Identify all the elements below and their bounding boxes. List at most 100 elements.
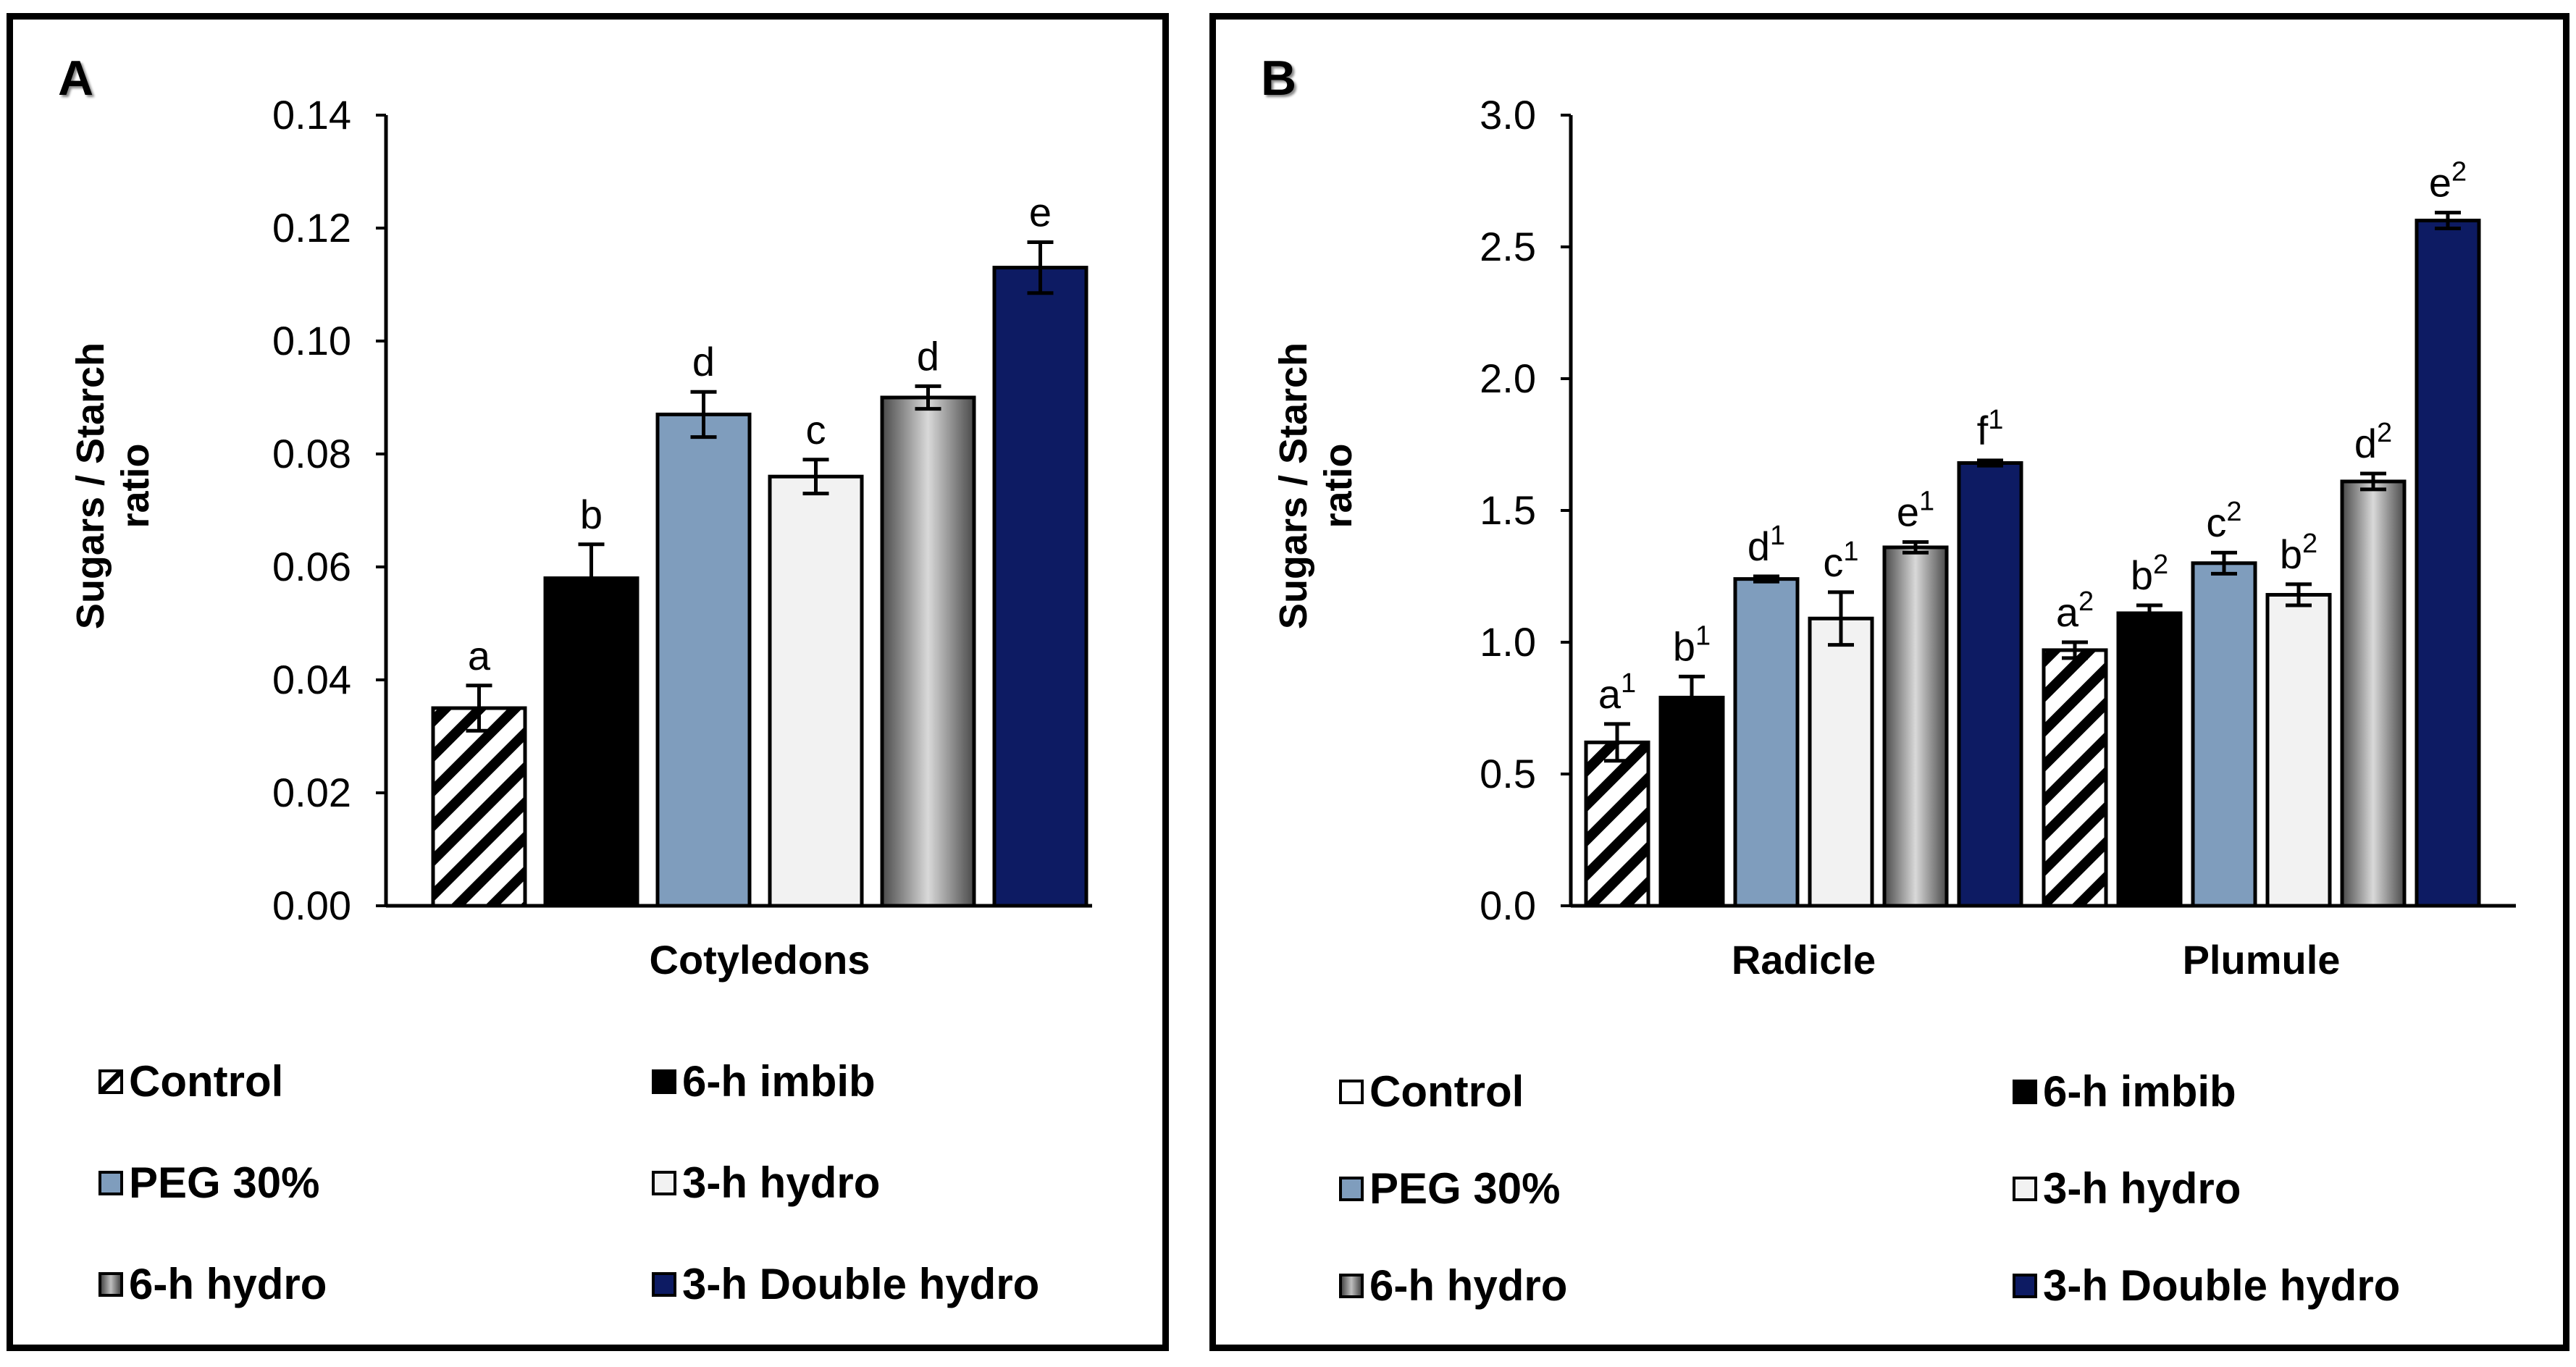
chart-panel-b: B Sugars / Starch ratio 0.0 0.5 1.0 1.5 2.0 2…: [1209, 13, 2569, 1351]
legend-label: PEG 30%: [1369, 1164, 1561, 1213]
error-bar: [690, 390, 717, 439]
legend-swatch-hydro6h: [1339, 1273, 1364, 1298]
significance-label: b2: [2131, 550, 2168, 598]
legend-label: 3-h Double hydro: [2043, 1261, 2401, 1310]
legend-swatch-peg30: [1339, 1176, 1364, 1201]
y-tick-label: 1.0: [1480, 619, 1536, 665]
bar-double3h-plumule: [2415, 219, 2481, 908]
legend-label: 3-h hydro: [682, 1158, 881, 1207]
x-category-label: Cotyledons: [650, 937, 870, 983]
y-tick-label: 3.0: [1480, 92, 1536, 138]
legend-swatch-double3h: [652, 1271, 676, 1297]
legend-swatch-double3h: [2013, 1273, 2037, 1298]
significance-label: b1: [1673, 621, 1711, 669]
y-tick-label: 0.5: [1480, 751, 1536, 796]
error-bar: [1027, 240, 1054, 295]
error-bar: [2062, 640, 2088, 660]
significance-label: b2: [2280, 529, 2317, 577]
error-bar: [1604, 722, 1630, 763]
error-bar: [578, 542, 605, 614]
bar-control-plumule: [2042, 648, 2108, 908]
y-tick-label: 0.14: [272, 92, 351, 138]
legend-swatch-imbib6h: [2013, 1079, 2037, 1104]
legend-item-hydro3h: 3-h hydro: [652, 1158, 880, 1208]
significance-label: f1: [1977, 405, 2004, 453]
y-tick-label: 0.00: [272, 883, 351, 928]
panel-letter-b: B: [1261, 51, 1297, 106]
error-bar: [2286, 582, 2312, 607]
legend-swatch-control: [98, 1069, 123, 1094]
bar-peg30-cotyledons: [655, 412, 752, 908]
legend-label: Control: [129, 1057, 284, 1106]
y-tick-label: 2.0: [1480, 356, 1536, 401]
y-tick-label: 0.10: [272, 318, 351, 363]
significance-label: a2: [2056, 586, 2094, 635]
error-bar: [2435, 211, 2461, 231]
significance-label: e1: [1897, 487, 1934, 535]
significance-label: d: [692, 339, 715, 384]
error-bar: [1977, 458, 2003, 468]
bar-peg30-plumule: [2191, 561, 2257, 908]
error-bar: [1679, 674, 1705, 721]
error-bar: [2211, 550, 2237, 576]
y-tick-label: 1.5: [1480, 487, 1536, 533]
bar-hydro6h-cotyledons: [880, 395, 976, 908]
y-tick-label: 0.0: [1480, 883, 1536, 928]
bar-peg30-radicle: [1733, 577, 1800, 908]
legend-label: 6-h imbib: [682, 1057, 876, 1106]
legend-item-hydro3h: 3-h hydro: [2013, 1164, 2241, 1214]
legend-item-hydro6h: 6-h hydro: [1339, 1261, 1567, 1311]
legend-swatch-imbib6h: [652, 1069, 676, 1094]
y-tick-label: 0.08: [272, 431, 351, 476]
y-tick-label: 0.02: [272, 770, 351, 815]
error-bar: [1828, 590, 1854, 647]
chart-panel-a: A Sugars / Starch ratio 0.00 0.02 0.04 0.06…: [7, 13, 1169, 1351]
significance-label: e: [1029, 190, 1052, 235]
legend-label: 6-h imbib: [2043, 1067, 2236, 1116]
panel-letter-a: A: [58, 51, 94, 106]
significance-label: c2: [2206, 497, 2241, 545]
legend-label: 3-h Double hydro: [682, 1260, 1040, 1308]
significance-label: d1: [1748, 521, 1785, 569]
significance-label: e2: [2429, 157, 2467, 206]
error-bar: [1902, 540, 1929, 555]
significance-label: d2: [2354, 418, 2392, 466]
bar-control-cotyledons: [431, 706, 527, 908]
legend-item-imbib6h: 6-h imbib: [652, 1056, 876, 1106]
significance-label: b: [580, 492, 603, 537]
bar-control-radicle: [1584, 740, 1650, 908]
legend-item-imbib6h: 6-h imbib: [2013, 1067, 2236, 1116]
legend-swatch-hydro3h: [2013, 1176, 2037, 1201]
legend-label: 6-h hydro: [1369, 1261, 1568, 1310]
bar-hydro6h-plumule: [2340, 479, 2407, 908]
bar-hydro3h-cotyledons: [768, 474, 864, 908]
significance-label: d: [917, 333, 939, 379]
bar-hydro3h-plumule: [2265, 592, 2332, 908]
x-category-label: Plumule: [2183, 937, 2341, 983]
error-bar: [1753, 574, 1779, 584]
error-bar: [2136, 603, 2162, 623]
legend-item-peg30: PEG 30%: [98, 1158, 319, 1208]
legend-item-control: Control: [98, 1056, 283, 1106]
y-tick-label: 0.12: [272, 205, 351, 251]
bar-imbib6h-plumule: [2116, 611, 2183, 908]
legend-item-double3h: 3-h Double hydro: [2013, 1261, 2400, 1311]
legend-swatch-control: [1339, 1079, 1364, 1104]
y-tick-label: 0.06: [272, 544, 351, 589]
bar-double3h-radicle: [1957, 460, 2023, 908]
bar-imbib6h-cotyledons: [543, 576, 639, 908]
significance-label: a: [468, 633, 491, 678]
legend-swatch-hydro3h: [652, 1170, 676, 1195]
bar-double3h-cotyledons: [992, 266, 1088, 908]
error-bar: [466, 684, 492, 733]
legend-item-peg30: PEG 30%: [1339, 1164, 1560, 1214]
bar-imbib6h-radicle: [1658, 695, 1725, 908]
error-bar: [802, 458, 829, 496]
legend-item-hydro6h: 6-h hydro: [98, 1259, 327, 1309]
legend-label: Control: [1369, 1067, 1524, 1116]
significance-label: c1: [1823, 537, 1858, 585]
legend-swatch-peg30: [98, 1170, 123, 1195]
legend-item-control: Control: [1339, 1067, 1524, 1116]
bar-chart-a: 0.00 0.02 0.04 0.06 0.08 0.10 0.12 0.14 a b d c d e Co…: [272, 92, 1092, 983]
legend-item-double3h: 3-h Double hydro: [652, 1259, 1039, 1309]
